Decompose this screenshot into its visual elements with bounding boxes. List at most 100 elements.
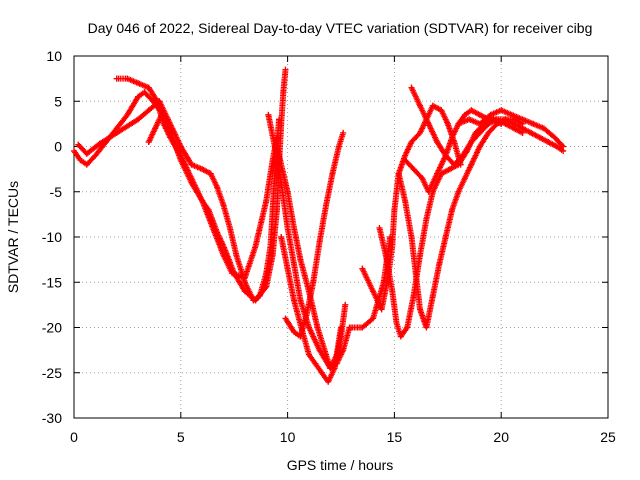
data-point <box>312 360 319 367</box>
data-point <box>417 252 424 259</box>
data-point <box>233 252 240 259</box>
data-point <box>485 129 492 136</box>
data-point <box>498 107 505 114</box>
data-point <box>468 107 475 114</box>
y-axis-label: SDTVAR / TECUs <box>5 181 21 293</box>
data-point <box>511 120 518 127</box>
data-point <box>404 324 411 331</box>
data-point <box>346 324 353 331</box>
data-point <box>540 125 547 132</box>
grid-lines <box>74 56 608 418</box>
data-point <box>188 161 195 168</box>
data-point <box>267 243 274 250</box>
data-point <box>173 143 180 150</box>
data-point <box>297 333 304 340</box>
data-point <box>124 75 131 82</box>
data-point <box>145 84 152 91</box>
data-point <box>177 148 184 155</box>
data-point <box>530 120 537 127</box>
y-tick-label: -15 <box>42 274 62 290</box>
series-arc-13 <box>455 107 567 150</box>
data-point <box>220 202 227 209</box>
chart-title: Day 046 of 2022, Sidereal Day-to-day VTE… <box>88 20 593 36</box>
data-point <box>263 197 270 204</box>
data-point <box>325 378 332 385</box>
data-point <box>338 333 344 340</box>
x-tick-label: 10 <box>280 429 296 445</box>
data-point <box>323 351 330 358</box>
data-point <box>434 138 441 145</box>
series-arc-3 <box>75 98 283 304</box>
data-point <box>169 134 176 141</box>
data-point <box>417 129 424 136</box>
data-point <box>284 188 291 195</box>
data-point <box>113 75 120 82</box>
data-point <box>519 116 526 123</box>
data-point <box>393 319 400 326</box>
data-point <box>226 224 233 231</box>
data-point <box>382 252 389 259</box>
data-point <box>466 116 473 123</box>
data-point <box>135 116 142 123</box>
data-point <box>269 206 276 213</box>
data-point <box>442 152 449 159</box>
data-point <box>476 143 483 150</box>
data-point <box>438 107 445 114</box>
data-point <box>145 107 152 114</box>
data-point <box>263 270 270 277</box>
data-point <box>276 116 283 123</box>
data-point <box>461 175 468 182</box>
data-point <box>408 84 415 91</box>
data-point <box>423 324 430 331</box>
data-point <box>434 170 441 177</box>
data-point <box>446 166 453 173</box>
data-point <box>297 256 304 263</box>
data-point <box>402 157 409 164</box>
data-point <box>282 66 289 73</box>
data-point <box>188 179 195 186</box>
data-point <box>342 301 349 308</box>
data-point <box>417 102 424 109</box>
data-point <box>340 129 347 136</box>
data-point <box>487 111 494 118</box>
data-point <box>83 150 90 157</box>
x-tick-label: 25 <box>600 429 616 445</box>
data-point <box>389 288 396 295</box>
data-point <box>359 265 366 272</box>
data-points <box>71 66 567 385</box>
data-point <box>468 161 475 168</box>
data-point <box>83 161 90 168</box>
data-point <box>96 140 103 147</box>
data-point <box>376 224 383 231</box>
data-point <box>419 175 426 182</box>
data-point <box>412 270 419 277</box>
data-point <box>455 188 462 195</box>
series-arc-6 <box>278 234 349 385</box>
data-point <box>158 111 165 118</box>
data-point <box>145 138 152 145</box>
data-point <box>370 315 377 322</box>
data-point <box>214 184 221 191</box>
data-point <box>519 125 526 132</box>
data-point <box>502 116 509 123</box>
y-tick-label: 10 <box>46 48 62 64</box>
x-tick-label: 0 <box>70 429 78 445</box>
data-point <box>305 351 312 358</box>
data-point <box>423 215 430 222</box>
data-point <box>282 315 289 322</box>
data-point <box>359 324 366 331</box>
data-point <box>476 120 483 127</box>
data-point <box>291 261 298 268</box>
data-point <box>271 170 278 177</box>
x-tick-label: 15 <box>387 429 403 445</box>
data-point <box>273 143 280 150</box>
data-point <box>316 238 323 245</box>
data-point <box>449 206 456 213</box>
data-point <box>199 197 206 204</box>
data-point <box>408 234 415 240</box>
data-point <box>152 125 159 132</box>
data-point <box>318 369 325 376</box>
data-point <box>291 224 298 231</box>
data-point <box>449 134 456 141</box>
